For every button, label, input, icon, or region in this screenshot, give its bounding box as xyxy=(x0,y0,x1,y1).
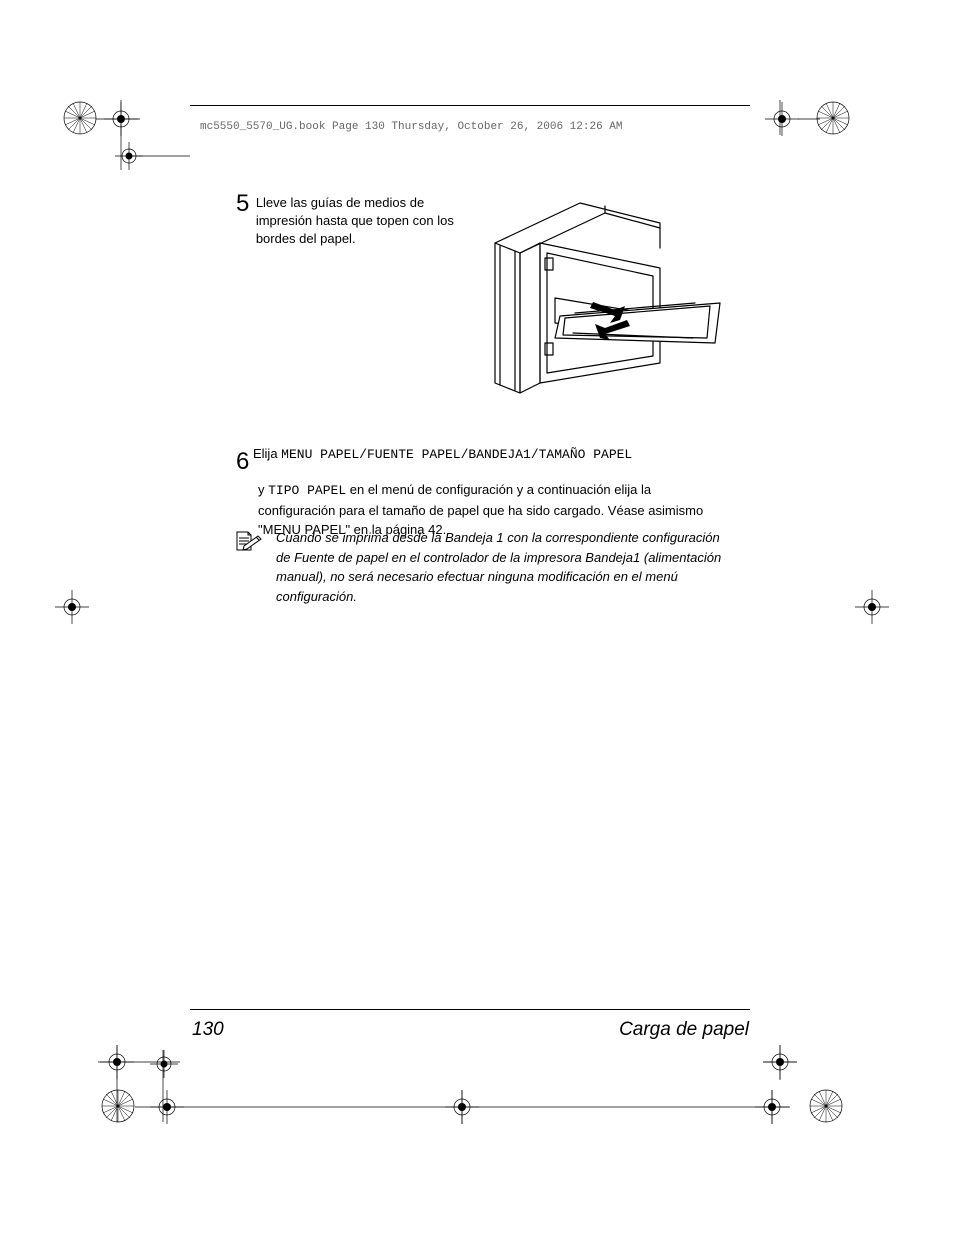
crop-mark-bl2 xyxy=(150,1090,184,1124)
step-6-number: 6 xyxy=(236,444,249,480)
step-6: 6 Elija MENU PAPEL/FUENTE PAPEL/BANDEJA1… xyxy=(236,444,726,540)
crop-mark-br-radial xyxy=(808,1088,844,1124)
crop-mark-tr-cross xyxy=(765,102,799,136)
crop-mark-tl-radial xyxy=(62,100,98,136)
crop-mark-ml xyxy=(55,590,89,624)
step-5-number: 5 xyxy=(236,190,249,218)
crop-mark-bl-radial xyxy=(100,1088,136,1124)
header-metadata: mc5550_5570_UG.book Page 130 Thursday, O… xyxy=(200,121,622,133)
crop-mark-br2 xyxy=(755,1090,789,1124)
step-6-paper-type: TIPO PAPEL xyxy=(268,483,346,498)
crop-mark-br1 xyxy=(763,1045,797,1079)
step-6-menu-path: MENU PAPEL/FUENTE PAPEL/BANDEJA1/TAMAÑO … xyxy=(281,447,632,462)
note-icon xyxy=(234,530,262,552)
crop-mark-bl-small xyxy=(150,1050,178,1078)
crop-mark-mr xyxy=(855,590,889,624)
note: Cuando se imprima desde la Bandeja 1 con… xyxy=(236,528,726,606)
printer-tray-illustration xyxy=(485,198,730,398)
step-6-text-start: Elija xyxy=(253,446,281,461)
crop-mark-tr-radial xyxy=(815,100,851,136)
step-6-text-mid: y xyxy=(258,482,268,497)
page-number: 130 xyxy=(192,1019,224,1041)
crop-mark-tl-cross xyxy=(104,102,138,136)
crop-mark-tl-small xyxy=(115,142,143,170)
note-text: Cuando se imprima desde la Bandeja 1 con… xyxy=(276,528,726,606)
crop-mark-bl1 xyxy=(100,1045,134,1079)
crop-mark-bc xyxy=(445,1090,479,1124)
footer-title: Carga de papel xyxy=(619,1019,749,1041)
step-5-text: Lleve las guías de medios de impresión h… xyxy=(256,194,481,249)
